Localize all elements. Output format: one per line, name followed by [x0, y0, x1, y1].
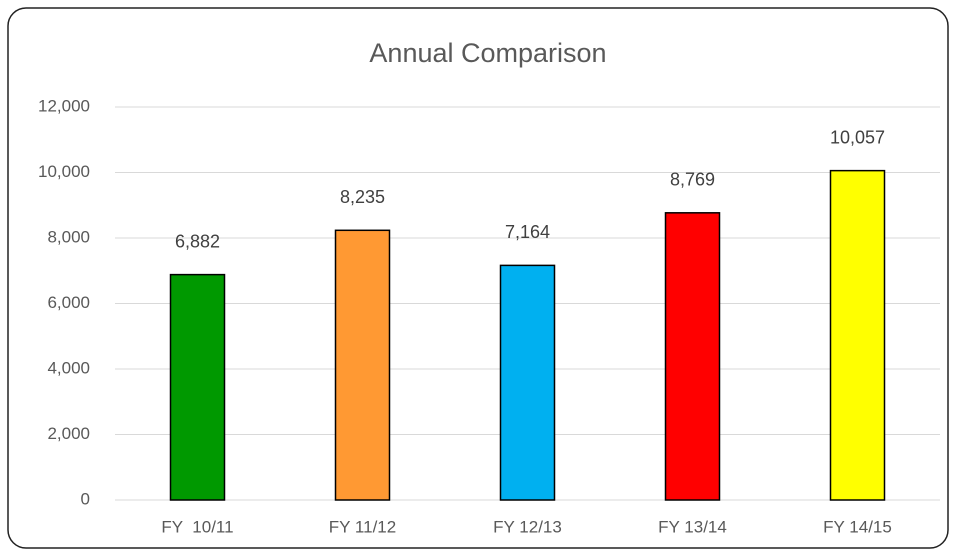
chart-title: Annual Comparison [369, 38, 606, 68]
y-tick-label: 12,000 [38, 96, 90, 115]
bar [499, 264, 556, 501]
y-tick-label: 8,000 [47, 227, 90, 246]
bar [169, 273, 226, 501]
x-tick-label: FY 13/14 [658, 517, 727, 536]
bar [334, 229, 391, 501]
bar [829, 169, 886, 501]
data-label: 7,164 [505, 222, 550, 242]
y-tick-label: 6,000 [47, 293, 90, 312]
data-label: 10,057 [830, 127, 885, 147]
data-label: 8,769 [670, 170, 715, 190]
data-label: 8,235 [340, 187, 385, 207]
y-tick-label: 2,000 [47, 424, 90, 443]
x-tick-label: FY 12/13 [493, 517, 562, 536]
data-label: 6,882 [175, 231, 220, 251]
bar [664, 212, 721, 501]
x-tick-label: FY 14/15 [823, 517, 892, 536]
y-tick-label: 10,000 [38, 162, 90, 181]
y-tick-label: 0 [81, 489, 90, 508]
chart-frame [7, 7, 949, 549]
x-tick-label: FY 11/12 [329, 517, 396, 536]
y-tick-label: 4,000 [47, 358, 90, 377]
x-tick-label: FY 10/11 [161, 517, 233, 536]
